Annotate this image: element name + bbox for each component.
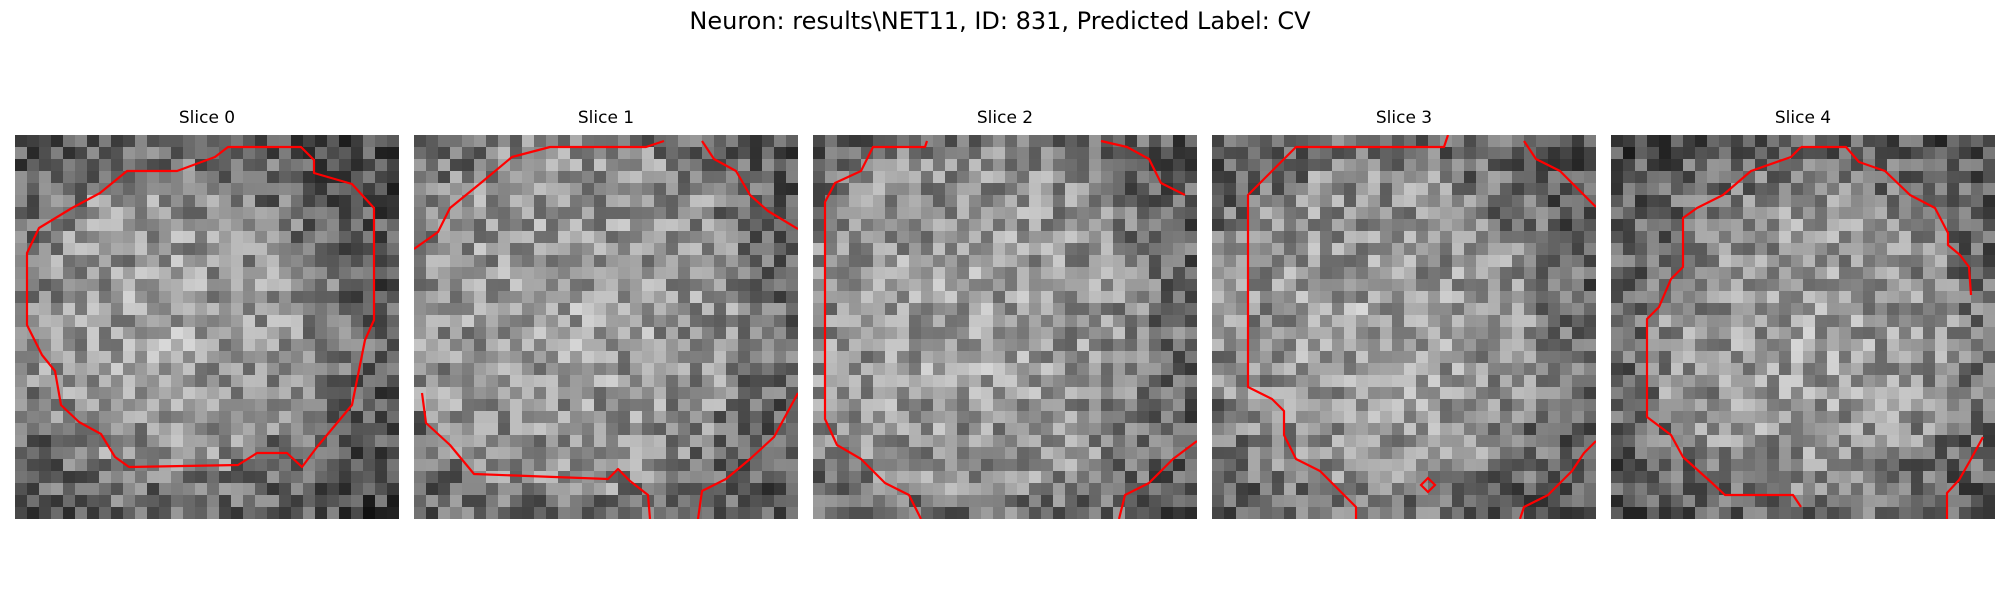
slice-image-2 [813,135,1197,519]
roi-contour [823,140,929,519]
slice-title-3: Slice 3 [1375,108,1433,128]
slice-image-4 [1611,135,1995,519]
roi-contour [1419,476,1437,494]
roi-contour [701,140,798,230]
roi-contour [1518,440,1596,519]
figure-title: Neuron: results\NET11, ID: 831, Predicte… [689,7,1311,35]
slice-image-3 [1212,135,1596,519]
slice-title-1: Slice 1 [577,108,635,128]
roi-contour [25,145,376,469]
roi-contour [696,392,798,519]
roi-contour [1100,139,1186,196]
roi-contour [420,392,652,519]
slice-title-0: Slice 0 [178,108,236,128]
roi-contour [1801,145,1973,296]
slice-image-1 [414,135,798,519]
slice-title-4: Slice 4 [1774,108,1832,128]
slice-image-0 [15,135,399,519]
roi-contour [1117,440,1197,519]
roi-contour [1523,140,1596,208]
roi-contour [414,139,665,250]
roi-contour [1945,436,1984,519]
roi-contour [1246,135,1450,519]
slice-title-2: Slice 2 [976,108,1034,128]
roi-contour [1645,146,1802,508]
